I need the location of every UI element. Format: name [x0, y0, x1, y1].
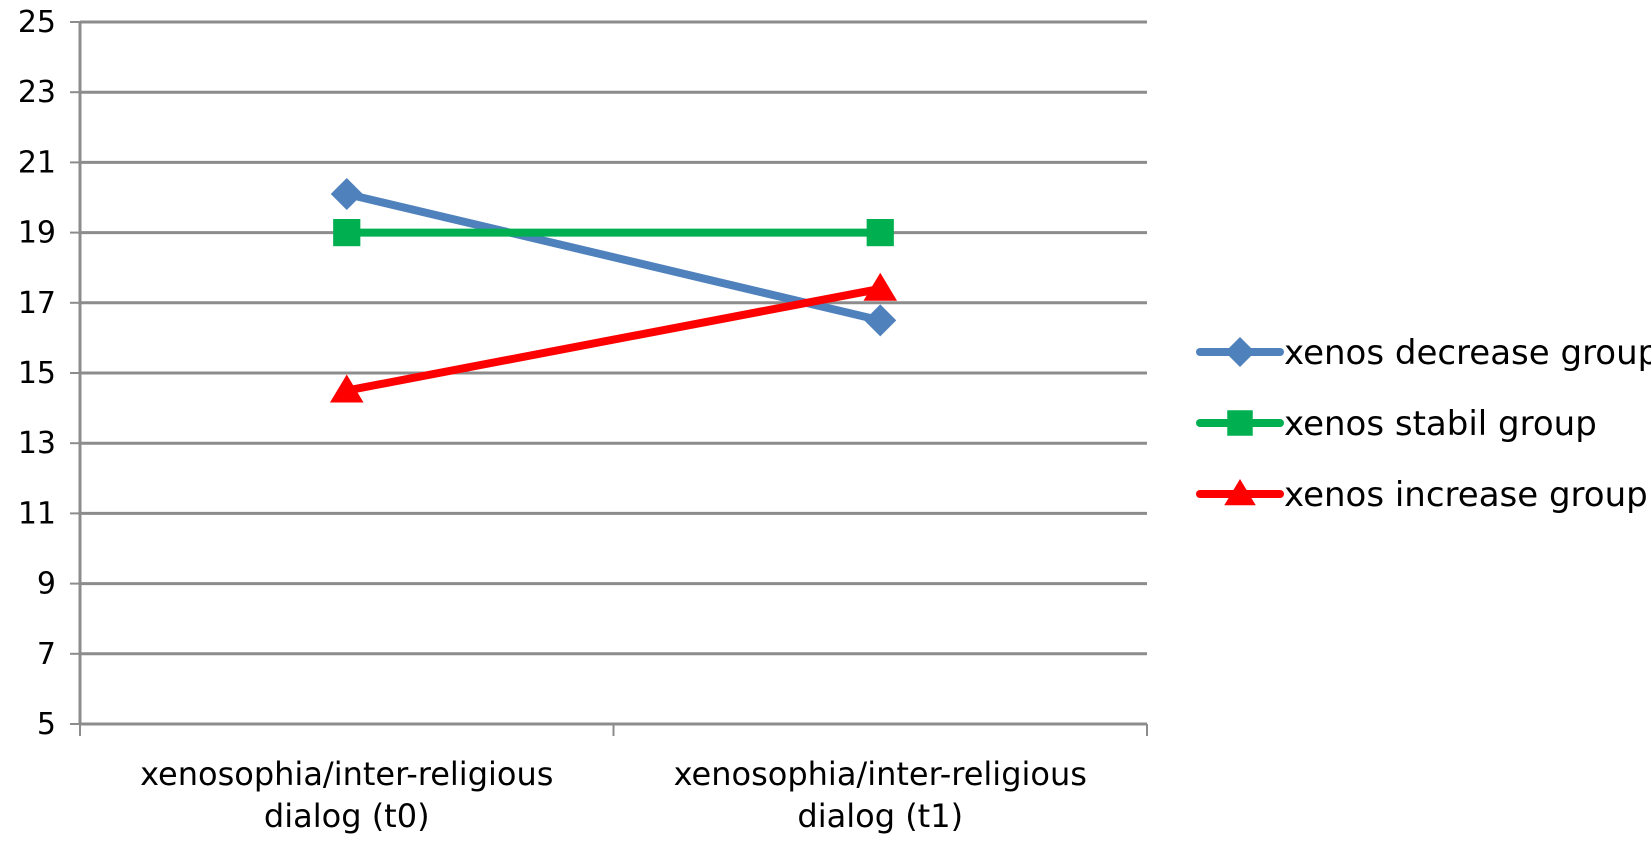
- legend-marker: [1225, 337, 1255, 367]
- legend-marker: [1224, 479, 1256, 506]
- y-tick-label: 13: [18, 426, 56, 461]
- legend-label: xenos increase group: [1284, 475, 1648, 515]
- axes: [70, 21, 1148, 736]
- y-tick-label: 7: [37, 637, 56, 672]
- y-tick-label: 25: [18, 5, 56, 40]
- y-tick-label: 17: [18, 286, 56, 321]
- series-2: [333, 219, 894, 247]
- y-tick-label: 19: [18, 216, 56, 251]
- x-category-label: xenosophia/inter-religious: [674, 755, 1087, 793]
- y-tick-label: 23: [18, 75, 56, 110]
- y-tick-label: 15: [18, 356, 56, 391]
- legend: xenos decrease group xenos stabil group xe…: [1196, 333, 1651, 515]
- y-tick-label: 9: [37, 567, 56, 602]
- legend-label: xenos stabil group: [1284, 404, 1597, 444]
- series-line: [342, 284, 885, 395]
- y-tick-label: 21: [18, 145, 56, 180]
- gridlines: [80, 20, 1147, 656]
- x-category-label: dialog (t1): [797, 797, 963, 835]
- legend-label: xenos decrease group: [1284, 333, 1651, 373]
- legend-marker: [1227, 410, 1253, 436]
- data-point: [329, 374, 364, 403]
- legend-item: xenos increase group: [1196, 475, 1648, 515]
- series-1: [330, 177, 897, 337]
- x-category-label: xenosophia/inter-religious: [140, 755, 553, 793]
- y-axis-tick-labels: 5 7 9 11 13 15 17 19 21 23 25: [18, 5, 56, 742]
- legend-item: xenos decrease group: [1196, 333, 1651, 373]
- series-line: [342, 189, 885, 325]
- data-point: [866, 219, 894, 247]
- x-axis-category-labels: xenosophia/inter-religious dialog (t0) xen…: [140, 755, 1087, 835]
- series-3: [329, 272, 898, 403]
- y-tick-label: 11: [18, 496, 56, 531]
- x-category-label: dialog (t0): [264, 797, 430, 835]
- data-point: [864, 304, 897, 337]
- data-point: [330, 177, 363, 210]
- y-tick-label: 5: [37, 707, 56, 742]
- data-point: [863, 272, 898, 301]
- legend-item: xenos stabil group: [1196, 404, 1597, 444]
- data-point: [333, 219, 361, 247]
- series-group: [329, 177, 898, 403]
